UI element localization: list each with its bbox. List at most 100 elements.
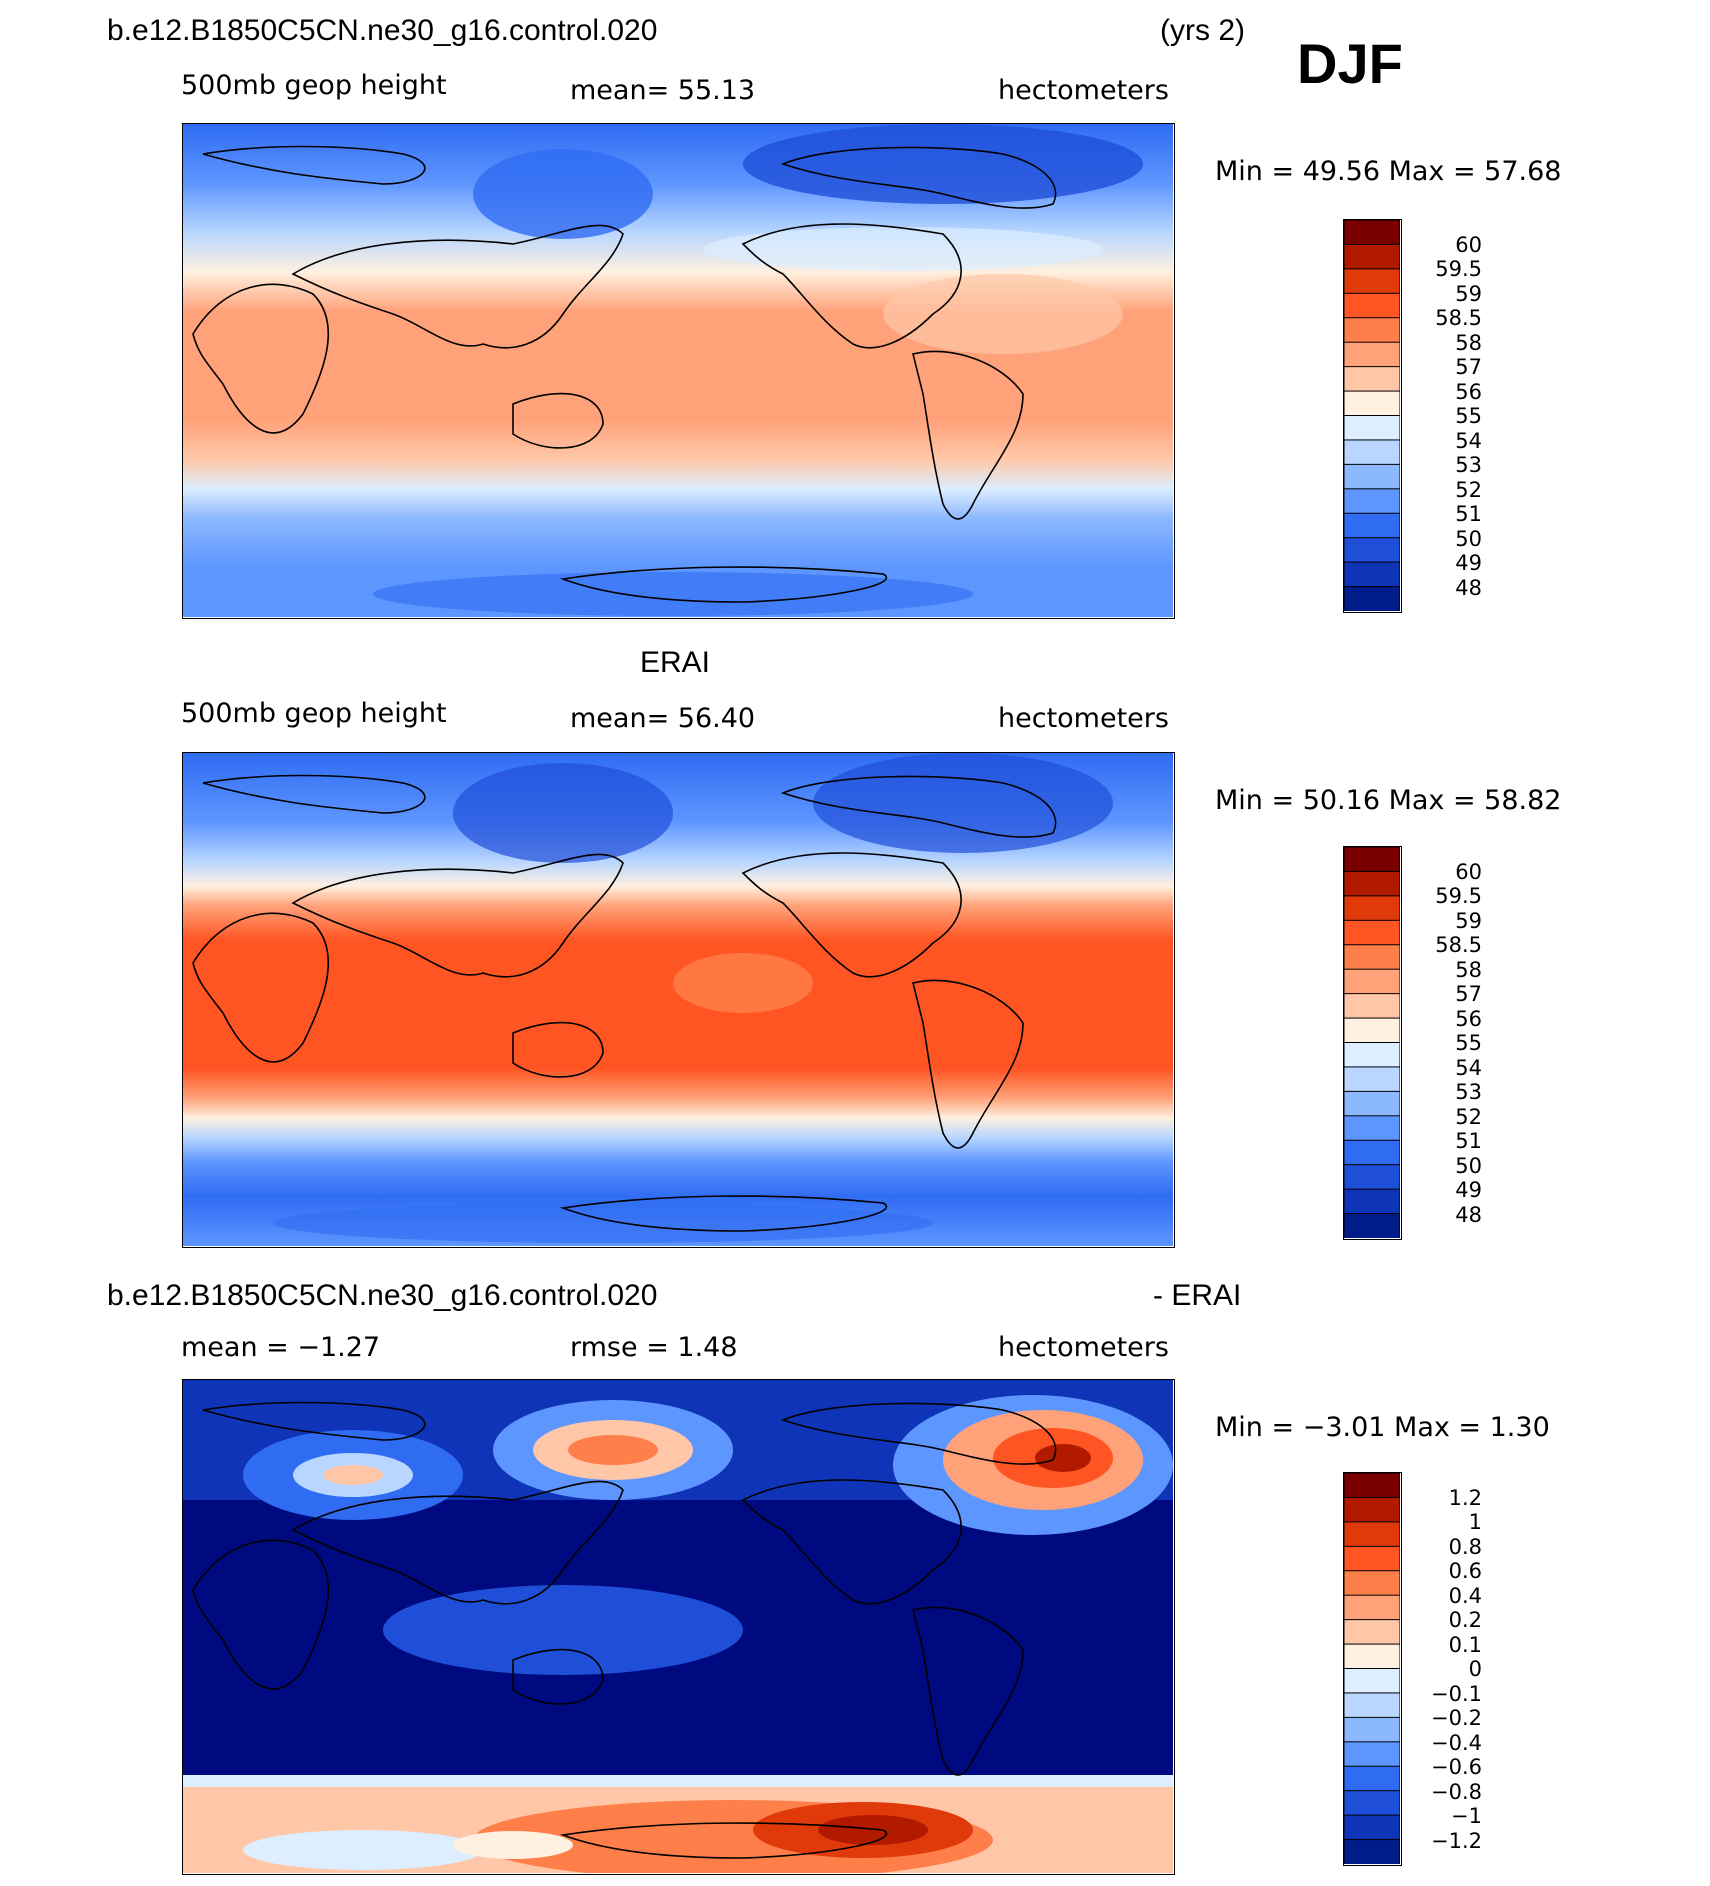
panel1-mean-label: mean= 55.13 [570,75,756,106]
colorbar-swatch [1344,847,1400,873]
colorbar-swatch [1344,537,1400,564]
panel2-title: ERAI [640,646,711,679]
colorbar-swatch [1344,1570,1400,1597]
season-label: DJF [1297,32,1403,95]
colorbar-swatch [1344,1139,1400,1166]
panel1-units-label: hectometers [998,75,1169,106]
colorbar-swatch [1344,1188,1400,1215]
panel2-minmax-label: Min = 50.16 Max = 58.82 [1215,785,1562,816]
cb2-label-13: 49 [1455,1178,1482,1202]
panel1-colorbar-labels: 60 59.5 59 58.5 58 57 56 55 54 53 52 51 … [1412,219,1482,613]
panel2-field-label: 500mb geop height [181,698,447,729]
cb2-label-12: 50 [1455,1154,1482,1178]
cb1-label-3: 58.5 [1435,306,1482,330]
colorbar-swatch [1344,292,1400,319]
cb2-label-4: 58 [1455,958,1482,982]
colorbar-swatch [1344,439,1400,466]
panel2-colorbar-svg [1344,847,1400,1238]
cb3-label-8: −0.1 [1431,1682,1482,1706]
cb3-label-9: −0.2 [1431,1706,1482,1730]
cb3-label-13: −1 [1451,1804,1482,1828]
panel3-map-svg [183,1380,1173,1873]
cb2-label-14: 48 [1455,1203,1482,1227]
panel1-colorbar-svg [1344,220,1400,611]
panel1-map-svg [183,124,1173,617]
colorbar-swatch [1344,1042,1400,1068]
colorbar-swatch [1344,1213,1400,1238]
panel1-field-label: 500mb geop height [181,70,447,101]
colorbar-swatch [1344,1017,1400,1044]
cb3-label-0: 1.2 [1448,1486,1482,1510]
colorbar-swatch [1344,1619,1400,1646]
colorbar-swatch [1344,1716,1400,1743]
panel3-minmax-label: Min = −3.01 Max = 1.30 [1215,1412,1550,1443]
cb2-label-1: 59.5 [1435,884,1482,908]
cb1-label-10: 52 [1455,478,1482,502]
cb1-label-9: 53 [1455,453,1482,477]
cb2-label-6: 56 [1455,1007,1482,1031]
colorbar-swatch [1344,1496,1400,1523]
colorbar-swatch [1344,1790,1400,1817]
cb1-label-11: 51 [1455,502,1482,526]
cb1-label-12: 50 [1455,527,1482,551]
cb2-label-3: 58.5 [1435,933,1482,957]
panel1-map [182,123,1175,619]
panel3-colorbar-labels: 1.2 1 0.8 0.6 0.4 0.2 0.1 0 −0.1 −0.2 −0… [1412,1472,1482,1866]
colorbar-swatch [1344,268,1400,295]
cb3-label-12: −0.8 [1431,1780,1482,1804]
cb3-label-4: 0.4 [1448,1584,1482,1608]
cb2-label-7: 55 [1455,1031,1482,1055]
colorbar-swatch [1344,341,1400,368]
cb1-label-4: 58 [1455,331,1482,355]
colorbar-swatch [1344,561,1400,588]
panel3-mean-label: mean = −1.27 [181,1332,381,1363]
panel2-colorbar [1343,846,1402,1240]
colorbar-swatch [1344,1643,1400,1670]
cb2-label-10: 52 [1455,1105,1482,1129]
colorbar-swatch [1344,944,1400,971]
cb3-label-11: −0.6 [1431,1755,1482,1779]
cb1-label-6: 56 [1455,380,1482,404]
cb2-label-11: 51 [1455,1129,1482,1153]
cb1-label-7: 55 [1455,404,1482,428]
panel2-map-svg [183,753,1173,1246]
panel1-coastlines [192,145,1057,603]
colorbar-swatch [1344,1066,1400,1093]
years-label: (yrs 2) [1160,14,1245,47]
cb1-label-5: 57 [1455,355,1482,379]
cb3-label-7: 0 [1468,1657,1482,1681]
colorbar-swatch [1344,1090,1400,1117]
panel3-colorbar-svg [1344,1473,1400,1864]
colorbar-swatch [1344,390,1400,417]
colorbar-swatch [1344,1115,1400,1142]
colorbar-swatch [1344,870,1400,897]
cb3-label-6: 0.1 [1448,1633,1482,1657]
colorbar-swatch [1344,1741,1400,1768]
cb2-label-5: 57 [1455,982,1482,1006]
colorbar-swatch [1344,463,1400,490]
colorbar-swatch [1344,1164,1400,1191]
colorbar-swatch [1344,1545,1400,1572]
colorbar-swatch [1344,586,1400,611]
cb1-label-2: 59 [1455,282,1482,306]
cb3-label-2: 0.8 [1448,1535,1482,1559]
panel1-colorbar [1343,219,1402,613]
panel3-colorbar [1343,1472,1402,1866]
panel3-title-left: b.e12.B1850C5CN.ne30_g16.control.020 [107,1279,658,1312]
colorbar-swatch [1344,968,1400,995]
panel3-units-label: hectometers [998,1332,1169,1363]
colorbar-swatch [1344,415,1400,441]
panel3-rmse-label: rmse = 1.48 [570,1332,738,1363]
colorbar-swatch [1344,1594,1400,1621]
cb2-label-0: 60 [1455,860,1482,884]
colorbar-swatch [1344,1765,1400,1792]
cb3-label-1: 1 [1468,1510,1482,1534]
cb1-label-14: 48 [1455,576,1482,600]
colorbar-swatch [1344,1521,1400,1548]
panel3-map [182,1379,1175,1875]
cb1-label-8: 54 [1455,429,1482,453]
cb3-label-5: 0.2 [1448,1608,1482,1632]
cb3-label-10: −0.4 [1431,1731,1482,1755]
colorbar-swatch [1344,1839,1400,1864]
cb2-label-8: 54 [1455,1056,1482,1080]
